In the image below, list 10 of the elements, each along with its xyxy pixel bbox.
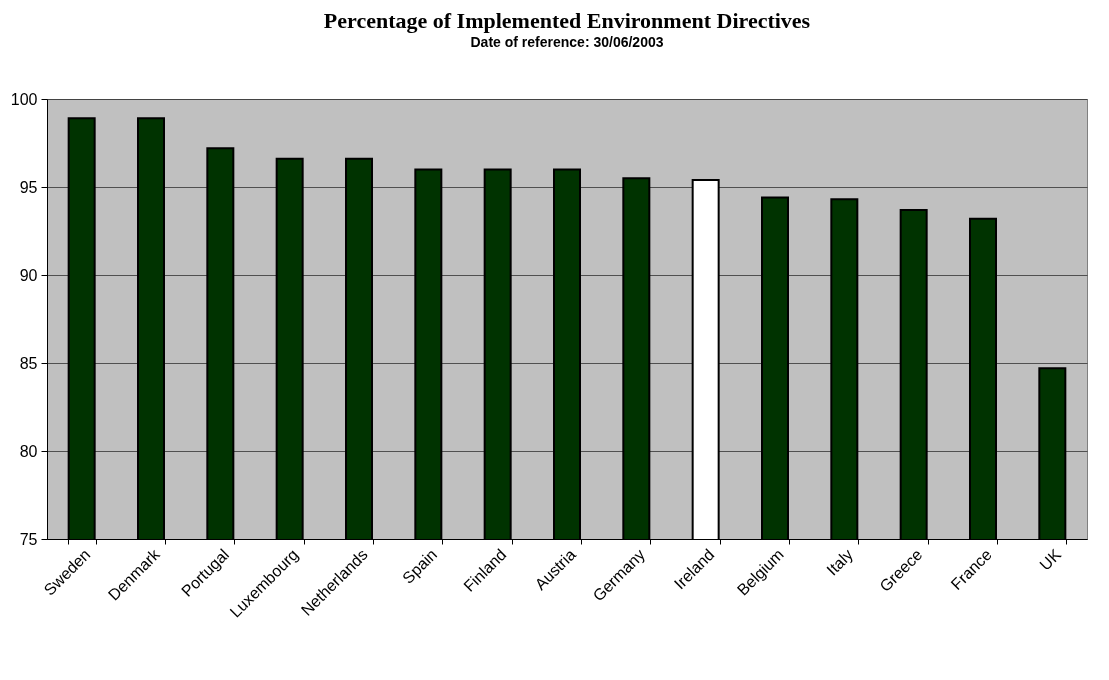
y-tick-label: 95 bbox=[19, 178, 38, 196]
y-tick-label: 75 bbox=[19, 530, 38, 548]
x-tick-label: UK bbox=[1036, 545, 1065, 574]
y-tick-label: 85 bbox=[19, 354, 38, 372]
y-tick-label: 90 bbox=[19, 266, 38, 284]
chart-title: Percentage of Implemented Environment Directives bbox=[323, 8, 811, 33]
y-tick-label: 80 bbox=[19, 442, 38, 460]
y-tick-label: 100 bbox=[10, 90, 38, 108]
chart-subtitle: Date of reference: 30/06/2003 bbox=[470, 34, 664, 50]
x-tick-label: Italy bbox=[823, 545, 857, 579]
